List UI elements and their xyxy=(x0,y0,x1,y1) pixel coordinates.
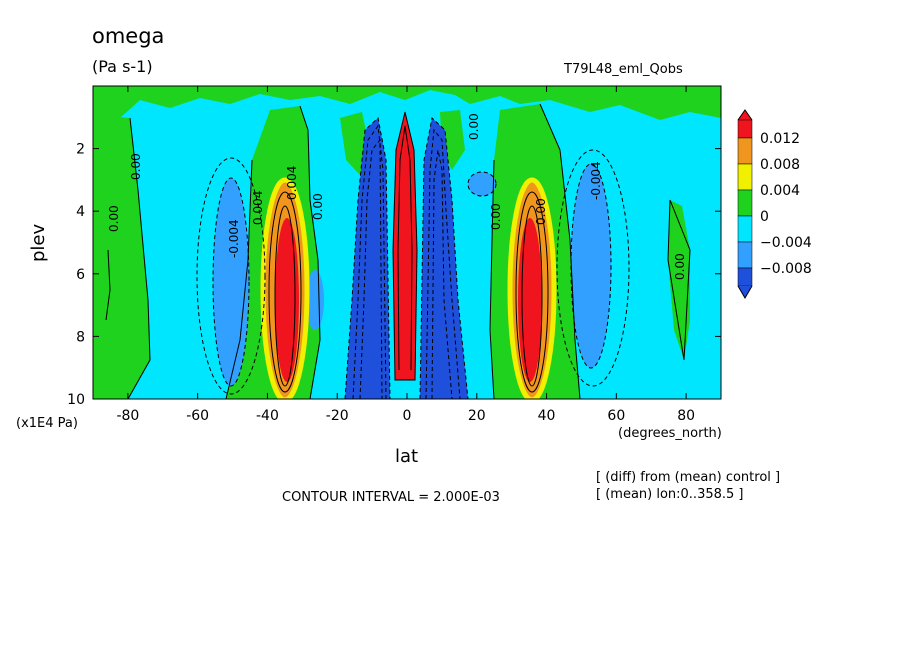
x-tick-label: 40 xyxy=(538,408,556,424)
colorbar-arrow-top xyxy=(737,109,753,121)
contour-labels: 0.00 0.00 -0.004 0.004 0.004 0.00 0.00 0… xyxy=(107,113,687,280)
x-tick-label: -40 xyxy=(256,408,279,424)
x-axis-label: lat xyxy=(395,446,419,467)
colorbar: 0.012 0.008 0.004 0 −0.004 −0.008 xyxy=(737,109,812,299)
filled-contours: 0.00 0.00 -0.004 0.004 0.004 0.00 0.00 0… xyxy=(93,86,721,399)
yellow-rings xyxy=(260,177,557,399)
colorbar-label: 0 xyxy=(760,209,769,225)
y-ticks: 2 4 6 8 10 xyxy=(67,142,721,408)
colorbar-segment xyxy=(737,119,753,139)
solid-contours xyxy=(105,103,691,399)
x-tick-label: -20 xyxy=(326,408,349,424)
x-tick-label: -60 xyxy=(186,408,209,424)
colorbar-label: 0.012 xyxy=(760,131,800,147)
note-mean: [ (mean) lon:0..358.5 ] xyxy=(596,487,744,502)
contour-label: 0.00 xyxy=(311,193,325,220)
x-tick-label: 0 xyxy=(403,408,412,424)
y-axis-units: (x1E4 Pa) xyxy=(16,416,78,431)
colorbar-segment xyxy=(737,137,753,165)
x-tick-label: 20 xyxy=(468,408,486,424)
colorbar-segment xyxy=(737,267,753,287)
lightblue-regions xyxy=(213,164,611,386)
colorbar-label: 0.008 xyxy=(760,157,800,173)
colorbar-segment xyxy=(737,215,753,243)
contour-label: 0.004 xyxy=(285,166,299,200)
dashed-contours xyxy=(196,117,630,399)
contour-label: 0.00 xyxy=(534,198,548,225)
y-tick-label: 8 xyxy=(76,329,85,345)
colorbar-segment xyxy=(737,189,753,217)
contour-label: -0.004 xyxy=(227,219,241,258)
chart-title: omega xyxy=(92,24,165,48)
contour-label: 0.00 xyxy=(489,203,503,230)
red-cores xyxy=(275,218,542,382)
note-diff: [ (diff) from (mean) control ] xyxy=(596,470,781,485)
x-ticks: -80 -60 -40 -20 0 20 40 60 80 xyxy=(116,86,695,424)
y-tick-label: 6 xyxy=(76,267,85,283)
colorbar-label: 0.004 xyxy=(760,183,800,199)
colorbar-label: −0.004 xyxy=(760,235,812,251)
x-axis-units: (degrees_north) xyxy=(618,426,722,441)
contour-interval: CONTOUR INTERVAL = 2.000E-03 xyxy=(282,490,500,505)
x-tick-label: 60 xyxy=(607,408,625,424)
run-name: T79L48_eml_Qobs xyxy=(564,62,683,77)
contour-label: 0.00 xyxy=(129,153,143,180)
y-tick-label: 10 xyxy=(67,392,85,408)
colorbar-segment xyxy=(737,163,753,191)
contour-label: 0.00 xyxy=(467,113,481,140)
colorbar-label: −0.008 xyxy=(760,261,812,277)
x-tick-label: 80 xyxy=(677,408,695,424)
equator-red-column xyxy=(393,112,417,380)
contour-label: 0.00 xyxy=(107,205,121,232)
colorbar-segment xyxy=(737,241,753,269)
contour-label: 0.004 xyxy=(251,191,265,225)
y-tick-label: 4 xyxy=(76,204,85,220)
chart-units: (Pa s-1) xyxy=(92,57,153,76)
contour-label: 0.00 xyxy=(673,253,687,280)
y-tick-label: 2 xyxy=(76,142,85,158)
colorbar-arrow-bottom xyxy=(737,285,753,299)
contour-label: -0.004 xyxy=(589,161,603,200)
x-tick-label: -80 xyxy=(116,408,139,424)
